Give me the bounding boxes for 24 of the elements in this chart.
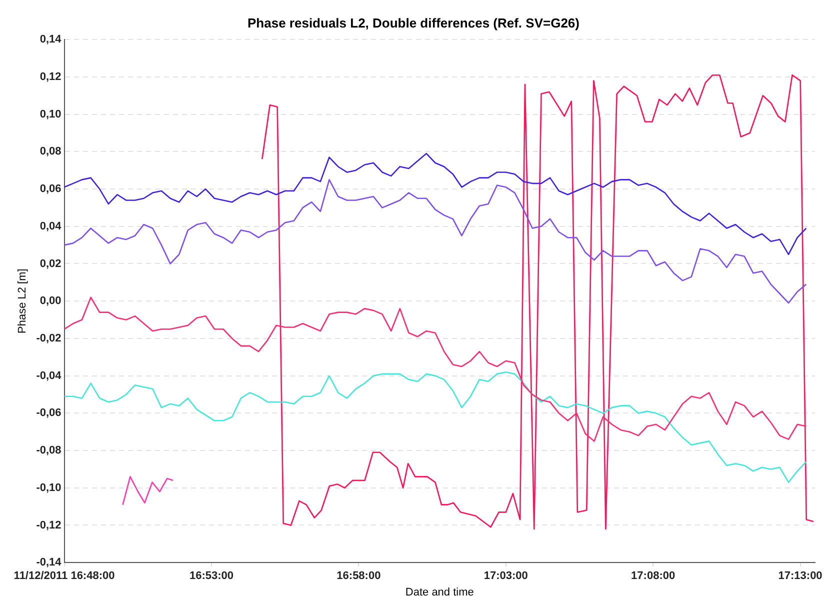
y-tick-label: -0,10 bbox=[36, 482, 62, 494]
y-tick-label: -0,04 bbox=[36, 370, 62, 382]
y-tick-label: 0,14 bbox=[40, 34, 62, 46]
x-tick-label: 11/12/2011 16:48:00 bbox=[14, 570, 115, 582]
x-tick-label: 16:58:00 bbox=[336, 570, 381, 582]
y-tick-label: 0,06 bbox=[40, 183, 62, 196]
x-tick-label: 16:53:00 bbox=[189, 570, 234, 582]
y-tick-label: -0,14 bbox=[36, 556, 62, 569]
y-tick-label: -0,12 bbox=[36, 519, 62, 532]
x-axis-title: Date and time bbox=[405, 586, 474, 598]
y-axis-title: Phase L2 [m] bbox=[16, 268, 29, 334]
y-tick-label: -0,08 bbox=[36, 444, 62, 457]
y-tick-label: 0,10 bbox=[40, 108, 62, 120]
x-tick-label: 17:08:00 bbox=[631, 570, 676, 582]
y-tick-label: -0,02 bbox=[36, 332, 62, 344]
chart-title: Phase residuals L2, Double differences (Ref. SV=G26) bbox=[248, 15, 580, 30]
x-tick-label: 17:03:00 bbox=[484, 570, 528, 582]
x-tick-label: 17:13:00 bbox=[778, 570, 822, 582]
y-tick-label: -0,06 bbox=[36, 407, 62, 420]
y-tick-label: 0,12 bbox=[40, 70, 62, 83]
y-tick-label: 0,08 bbox=[40, 146, 62, 158]
y-tick-label: 0,00 bbox=[40, 295, 62, 308]
y-tick-label: 0,02 bbox=[40, 258, 62, 270]
y-tick-label: 0,04 bbox=[40, 220, 62, 232]
